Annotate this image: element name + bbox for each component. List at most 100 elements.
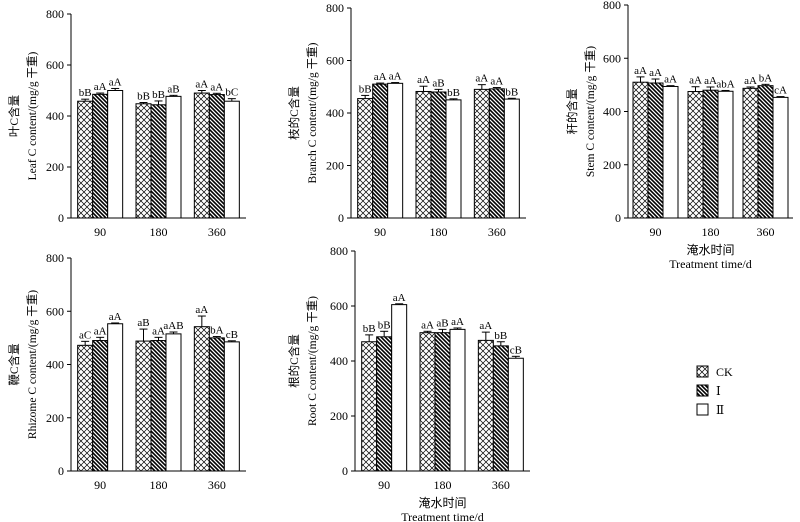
bar-i-90 xyxy=(372,83,389,219)
significance-label: aA xyxy=(421,319,434,331)
bar-ii-180 xyxy=(445,99,462,219)
significance-label: bB xyxy=(378,319,391,331)
y-tick-label: 200 xyxy=(330,409,348,423)
significance-label: aA xyxy=(479,320,492,332)
bar-ck-180 xyxy=(687,91,704,219)
bar-ii-360 xyxy=(223,341,240,472)
bar-ii-360 xyxy=(507,357,524,472)
bar-ck-180 xyxy=(135,103,152,219)
significance-label: bB xyxy=(505,86,518,98)
bar-ii-360 xyxy=(503,98,520,219)
y-axis-label-cn: 根的C含量 xyxy=(287,334,301,388)
bar-ck-180 xyxy=(135,340,152,472)
significance-label: bA xyxy=(210,325,224,337)
y-tick-label: 400 xyxy=(46,358,64,372)
significance-label: aA xyxy=(195,304,208,316)
x-tick-label: 360 xyxy=(488,225,506,239)
significance-label: aA xyxy=(689,75,702,87)
y-tick-label: 200 xyxy=(326,159,344,173)
bar-i-180 xyxy=(430,91,447,219)
bar-i-90 xyxy=(376,336,393,472)
bar-i-180 xyxy=(150,104,167,219)
bar-ii-90 xyxy=(387,82,404,219)
x-tick-label: 90 xyxy=(378,478,390,492)
significance-label: abA xyxy=(716,78,734,90)
y-axis-label-cn: 鞭C含量 xyxy=(7,343,21,385)
x-tick-label: 180 xyxy=(150,225,168,239)
bar-ii-90 xyxy=(107,323,124,472)
y-tick-label: 0 xyxy=(615,211,621,225)
bar-ii-90 xyxy=(391,304,408,472)
bar-ck-360 xyxy=(473,88,490,219)
significance-label: aA xyxy=(634,65,647,77)
y-tick-label: 600 xyxy=(603,51,621,65)
significance-label: aA xyxy=(109,311,122,323)
significance-label: aA xyxy=(744,75,757,87)
x-axis-label-en: Treatment time/d xyxy=(669,257,752,271)
significance-label: aA xyxy=(374,71,387,83)
significance-label: aA xyxy=(451,316,464,328)
significance-label: bB xyxy=(152,89,165,101)
significance-label: aA xyxy=(490,76,503,88)
significance-label: aA xyxy=(475,73,488,85)
legend-label-ck: CK xyxy=(716,365,733,379)
x-axis-label-cn: 淹水时间 xyxy=(418,496,466,510)
x-tick-label: 180 xyxy=(430,225,448,239)
y-tick-label: 200 xyxy=(46,411,64,425)
significance-label: bC xyxy=(225,87,238,99)
bar-i-360 xyxy=(488,88,505,219)
significance-label: aB xyxy=(432,77,444,89)
y-axis-label-en: Root C content/(mg/g 干重) xyxy=(305,296,319,426)
y-axis-label-en: Branch C content/(mg/g 干重) xyxy=(305,42,319,183)
bar-ii-360 xyxy=(772,96,789,219)
x-tick-label: 90 xyxy=(374,225,386,239)
y-tick-label: 0 xyxy=(58,211,64,225)
significance-label: cA xyxy=(774,85,787,97)
bar-i-180 xyxy=(434,332,451,472)
y-tick-label: 200 xyxy=(46,160,64,174)
bar-ii-90 xyxy=(662,85,679,219)
y-tick-label: 200 xyxy=(603,158,621,172)
bar-ck-90 xyxy=(77,100,94,219)
bar-i-90 xyxy=(92,340,109,472)
significance-label: bB xyxy=(447,87,460,99)
significance-label: bB xyxy=(494,330,507,342)
significance-label: aB xyxy=(167,83,179,95)
y-axis-label-cn: 秆的含量 xyxy=(565,89,579,135)
bar-ck-90 xyxy=(357,98,374,219)
bar-ck-360 xyxy=(193,326,210,472)
y-tick-label: 400 xyxy=(603,105,621,119)
x-axis-label-cn: 淹水时间 xyxy=(686,243,734,257)
legend-swatch-ck xyxy=(696,365,709,378)
significance-label: aA xyxy=(210,81,223,93)
x-axis-label-en: Treatment time/d xyxy=(401,510,484,522)
y-tick-label: 800 xyxy=(46,7,64,21)
bar-ck-360 xyxy=(742,87,759,219)
significance-label: bB xyxy=(363,323,376,335)
y-tick-label: 400 xyxy=(46,109,64,123)
y-axis-label-cn: 叶C含量 xyxy=(7,95,21,137)
bar-ck-180 xyxy=(415,90,432,219)
significance-label: aA xyxy=(94,325,107,337)
y-tick-label: 600 xyxy=(46,304,64,318)
chart-panel-stem: 0 200 400 600 800 秆的含量 Stem C content/(mg/g 干重… xyxy=(565,0,793,271)
significance-label: aAB xyxy=(163,320,183,332)
x-tick-label: 360 xyxy=(492,478,510,492)
bar-ck-360 xyxy=(193,92,210,219)
significance-label: bB xyxy=(137,90,150,102)
y-axis-label-en: Leaf C content/(mg/g 干重) xyxy=(25,51,39,180)
significance-label: aB xyxy=(137,317,149,329)
bar-i-180 xyxy=(702,89,719,219)
y-tick-label: 800 xyxy=(326,1,344,15)
x-tick-label: 360 xyxy=(757,225,775,239)
significance-label: aA xyxy=(195,79,208,91)
bar-ck-90 xyxy=(77,344,94,472)
significance-label: cB xyxy=(226,329,238,341)
bar-ck-90 xyxy=(361,341,378,472)
x-tick-label: 90 xyxy=(94,225,106,239)
bar-ii-180 xyxy=(165,333,182,472)
y-tick-label: 400 xyxy=(326,106,344,120)
significance-label: aA xyxy=(389,71,402,83)
y-axis-label-cn: 枝的C含量 xyxy=(287,86,301,140)
